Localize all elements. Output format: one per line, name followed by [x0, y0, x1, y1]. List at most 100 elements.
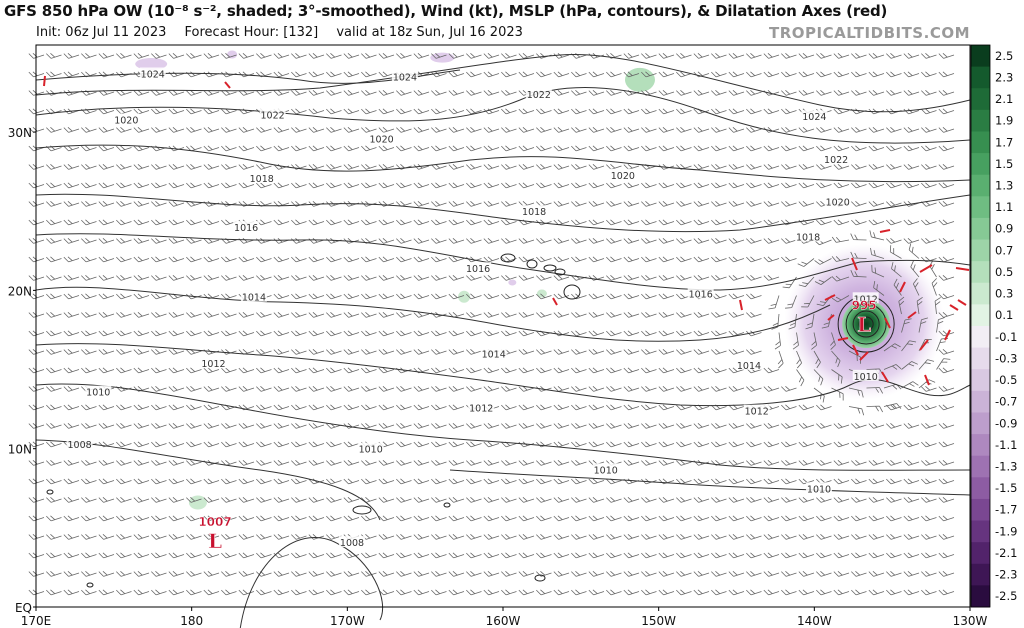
wind-barb [553, 164, 570, 170]
wind-barb [151, 53, 167, 59]
wind-barb [186, 53, 202, 59]
wind-barb [133, 256, 150, 263]
wind-barb [693, 201, 710, 207]
wind-barb [501, 145, 517, 152]
wind-barb [203, 256, 220, 263]
wind-barb [658, 53, 675, 59]
wind-barb [886, 164, 902, 170]
wind-barb [518, 53, 535, 59]
wind-barb [571, 219, 587, 226]
wind-barb [256, 145, 272, 152]
wind-barb [256, 164, 272, 170]
wind-barb [221, 256, 237, 263]
wind-barb [343, 108, 360, 115]
wind-barb [186, 108, 202, 115]
wind-barb [501, 53, 517, 59]
wind-barb [781, 108, 797, 115]
wind-barb [186, 219, 202, 226]
wind-barb [221, 53, 237, 59]
wind-barb [361, 71, 377, 78]
wind-barb [168, 127, 185, 133]
wind-barb [46, 182, 62, 189]
wind-barb [378, 256, 395, 263]
wind-barb [308, 145, 325, 152]
wind-barb [763, 145, 780, 152]
wind-barb [81, 238, 97, 244]
wind-barb [903, 71, 920, 78]
wind-barb [116, 201, 132, 207]
colorbar-label: 0.1 [995, 308, 1013, 322]
wind-barb [571, 108, 587, 115]
colorbar-label: 1.3 [995, 179, 1013, 193]
wind-barb [641, 71, 657, 78]
wind-barb [308, 182, 325, 189]
wind-barb [63, 53, 80, 59]
wind-barb [238, 145, 255, 152]
wind-barb [763, 164, 780, 170]
wind-barb [728, 256, 745, 263]
wind-barb [833, 71, 850, 78]
colorbar-swatch [971, 326, 990, 349]
wind-barb [921, 164, 937, 170]
wind-barb [571, 90, 587, 96]
wind-barb [448, 145, 465, 152]
wind-barb [868, 127, 885, 133]
wind-barb [816, 127, 832, 133]
wind-barb [466, 182, 482, 189]
wind-barb [343, 90, 360, 96]
wind-barb [903, 164, 920, 170]
wind-barb [116, 238, 132, 244]
wind-barb [378, 219, 395, 226]
wind-barb [168, 182, 185, 189]
wind-barb [606, 127, 622, 133]
wind-barb [238, 53, 255, 59]
wind-barb [46, 53, 62, 59]
wind-barb [676, 219, 692, 226]
wind-barb [326, 164, 342, 170]
ow-negative-blob [430, 52, 455, 63]
wind-barb [186, 127, 202, 133]
wind-barb [903, 219, 920, 226]
wind-barb [413, 145, 430, 152]
wind-barb [711, 53, 727, 59]
colorbar-swatch [971, 347, 990, 370]
wind-barb [833, 108, 850, 115]
wind-barb [536, 256, 552, 263]
wind-barb [308, 53, 325, 59]
wind-barb [623, 127, 640, 133]
wind-barb [606, 71, 622, 78]
wind-barb [606, 201, 622, 207]
wind-barb [28, 219, 45, 226]
wind-barb [641, 145, 657, 152]
wind-barb [886, 238, 902, 244]
colorbar-swatch [971, 434, 990, 457]
wind-barb [781, 127, 797, 133]
wind-barb [623, 145, 640, 152]
wind-barb [746, 145, 762, 152]
colorbar-swatch [971, 282, 990, 305]
wind-barb [448, 90, 465, 96]
wind-barb [168, 90, 185, 96]
wind-barb [133, 201, 150, 207]
wind-barb [431, 256, 447, 263]
wind-barb [63, 219, 80, 226]
wind-barb [903, 145, 920, 152]
wind-barb [798, 71, 815, 78]
wind-barb [98, 219, 115, 226]
wind-barb [588, 90, 605, 96]
wind-barb [781, 182, 797, 189]
wind-barb [378, 53, 395, 59]
colorbar-label: 2.3 [995, 70, 1013, 84]
wind-barb [518, 164, 535, 170]
wind-barb [413, 219, 430, 226]
wind-barb [536, 108, 552, 115]
wind-barb [588, 201, 605, 207]
wind-barb [746, 238, 762, 244]
wind-barb [448, 201, 465, 207]
wind-barb [728, 90, 745, 96]
colorbar-label: -2.3 [995, 568, 1017, 582]
wind-barb [326, 219, 342, 226]
wind-barb [833, 90, 850, 96]
wind-barb [98, 182, 115, 189]
wind-barb [606, 108, 622, 115]
